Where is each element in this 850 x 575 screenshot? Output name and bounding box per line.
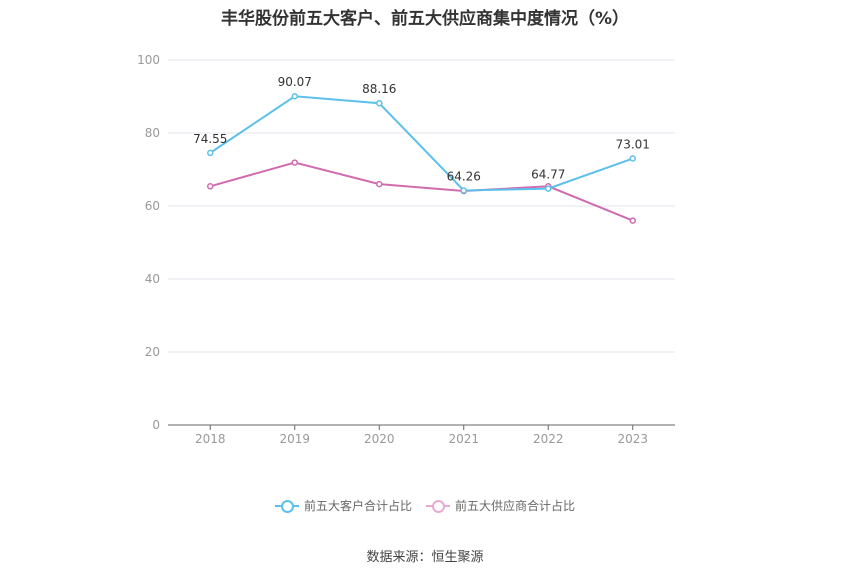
legend-swatch-customers	[274, 499, 299, 513]
data-point-suppliers	[376, 180, 383, 188]
data-label: 90.07	[278, 75, 312, 89]
data-source: 数据来源：恒生聚源	[366, 550, 484, 565]
legend-swatch-suppliers	[426, 499, 450, 513]
y-tick-label: 80	[145, 126, 160, 140]
chart-legend: 前五大客户合计占比 前五大供应商合计占比	[0, 497, 850, 514]
data-point-customers	[207, 149, 214, 157]
series-line-suppliers	[209, 161, 634, 222]
y-tick-label: 0	[152, 418, 160, 432]
data-point-customers	[376, 99, 383, 107]
data-label: 74.55	[193, 132, 227, 146]
data-point-customers	[291, 92, 298, 100]
x-tick-label: 2023	[617, 432, 648, 446]
y-tick-label: 100	[137, 53, 160, 67]
y-tick-label: 20	[145, 345, 160, 359]
series-line-customers	[209, 95, 634, 192]
data-label: 88.16	[362, 82, 396, 96]
chart-title: 丰华股份前五大客户、前五大供应商集中度情况（%）	[220, 9, 630, 29]
y-tick-label: 40	[145, 272, 160, 286]
data-point-suppliers	[291, 159, 298, 166]
data-label: 64.26	[447, 169, 481, 183]
data-point-customers	[629, 155, 636, 162]
data-label: 64.77	[531, 168, 565, 182]
data-point-customers	[545, 185, 552, 192]
legend-item-suppliers[interactable]: 前五大供应商合计占比	[426, 497, 575, 514]
x-tick-label: 2022	[533, 432, 564, 446]
data-label: 73.01	[616, 138, 650, 152]
x-tick-label: 2019	[279, 432, 310, 446]
data-point-suppliers	[207, 183, 214, 190]
data-point-customers	[460, 187, 467, 194]
x-tick-label: 2018	[195, 432, 226, 446]
legend-item-customers[interactable]: 前五大客户合计占比	[274, 497, 412, 514]
legend-label-customers: 前五大客户合计占比	[303, 499, 412, 513]
y-tick-label: 60	[145, 199, 160, 213]
legend-label-suppliers: 前五大供应商合计占比	[455, 499, 576, 513]
data-point-suppliers	[629, 217, 636, 224]
x-tick-label: 2020	[364, 432, 395, 446]
x-tick-label: 2021	[448, 432, 479, 446]
